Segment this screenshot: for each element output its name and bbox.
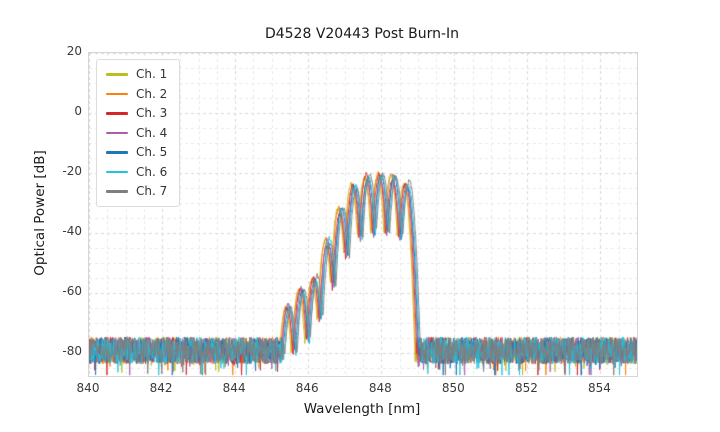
legend-item-ch-7: Ch. 7 xyxy=(106,182,167,201)
spectrum-plot xyxy=(89,53,637,376)
y-tick-label: -20 xyxy=(62,164,82,179)
x-tick-label: 854 xyxy=(588,381,611,395)
legend-line-swatch xyxy=(106,190,128,193)
legend-line-swatch xyxy=(106,92,128,95)
legend-item-ch-6: Ch. 6 xyxy=(106,163,167,182)
legend-line-swatch xyxy=(106,131,128,134)
legend-item-ch-3: Ch. 3 xyxy=(106,104,167,123)
legend-line-swatch xyxy=(106,170,128,173)
y-tick-label: -60 xyxy=(62,284,82,299)
y-tick-label: -40 xyxy=(62,224,82,239)
x-tick-label: 852 xyxy=(514,381,538,395)
legend-label: Ch. 6 xyxy=(136,164,168,179)
legend-item-ch-5: Ch. 5 xyxy=(106,143,167,162)
legend-label: Ch. 7 xyxy=(136,184,168,199)
legend-line-swatch xyxy=(106,73,128,76)
legend-item-ch-2: Ch. 2 xyxy=(106,85,167,104)
legend-label: Ch. 4 xyxy=(136,125,168,140)
legend: Ch. 1 Ch. 2 Ch. 3 Ch. 4 Ch. 5 Ch. 6 Ch. 7 xyxy=(96,59,181,207)
legend-label: Ch. 3 xyxy=(136,106,168,121)
x-axis-label: Wavelength [nm] xyxy=(303,401,421,417)
x-tick-label: 848 xyxy=(368,381,392,395)
legend-label: Ch. 2 xyxy=(136,86,168,101)
x-tick-label: 844 xyxy=(222,381,246,395)
x-tick-label: 850 xyxy=(441,381,465,395)
legend-item-ch-1: Ch. 1 xyxy=(106,65,167,84)
legend-label: Ch. 5 xyxy=(136,145,168,160)
legend-line-swatch xyxy=(106,151,128,154)
legend-line-swatch xyxy=(106,112,128,115)
legend-item-ch-4: Ch. 4 xyxy=(106,124,167,143)
chart-title: D4528 V20443 Post Burn-In xyxy=(264,26,460,42)
x-tick-label: 842 xyxy=(149,381,173,395)
y-tick-label: -80 xyxy=(62,344,82,359)
x-tick-label: 840 xyxy=(76,381,100,395)
legend-label: Ch. 1 xyxy=(136,67,168,82)
plot-area: Ch. 1 Ch. 2 Ch. 3 Ch. 4 Ch. 5 Ch. 6 Ch. 7 xyxy=(88,52,638,377)
y-tick-label: 0 xyxy=(74,104,82,119)
y-tick-label: 20 xyxy=(66,44,82,58)
x-tick-label: 846 xyxy=(295,381,319,395)
